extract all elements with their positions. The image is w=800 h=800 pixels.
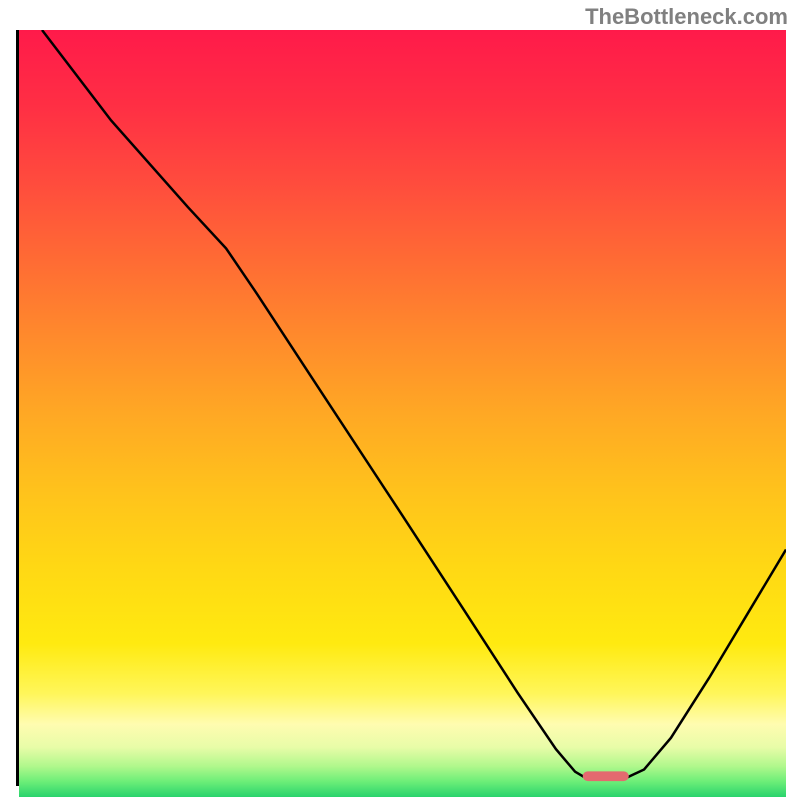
optimum-marker: [583, 771, 629, 781]
chart-container: TheBottleneck.com: [0, 0, 800, 800]
bottleneck-curve: [42, 30, 786, 778]
curve-layer: [19, 30, 786, 783]
plot-area: [16, 30, 786, 786]
watermark-text: TheBottleneck.com: [585, 4, 788, 30]
